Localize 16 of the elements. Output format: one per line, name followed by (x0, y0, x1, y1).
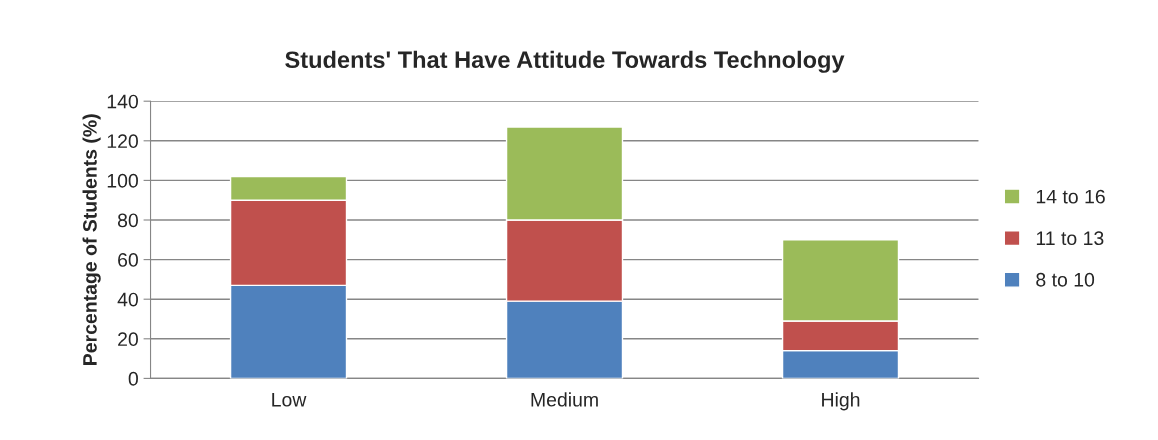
y-tick-label: 60 (118, 253, 138, 267)
y-tick-label: 140 (107, 94, 138, 109)
x-tick-label: High (822, 392, 860, 411)
y-tick-label: 40 (117, 292, 138, 307)
legend-label: 14 to 16 (1036, 189, 1105, 204)
y-tick-label: 0 (128, 371, 138, 386)
legend-label: 11 to 13 (1036, 231, 1104, 246)
y-axis-title: Percentage of Students (%) (82, 114, 101, 365)
x-tick-label: Medium (531, 392, 598, 407)
chart-title: Students' That Have Attitude Towards Technology (285, 50, 845, 73)
y-tick-label: 20 (118, 332, 138, 347)
y-tick-label: 120 (107, 134, 138, 149)
y-tick-label: 80 (117, 213, 138, 228)
x-tick-label: Low (272, 393, 307, 407)
legend-label: 8 to 10 (1036, 272, 1095, 287)
y-tick-label: 100 (107, 173, 138, 188)
